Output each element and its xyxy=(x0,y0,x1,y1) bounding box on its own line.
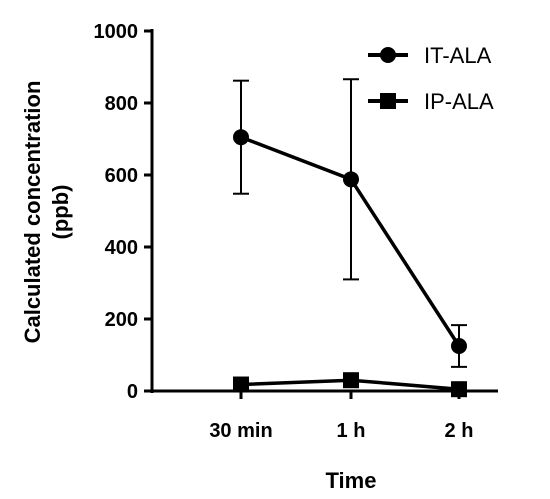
x-axis-title: Time xyxy=(326,468,377,493)
y-tick-label-600: 600 xyxy=(105,165,138,187)
x-tick-label-2-h: 2 h xyxy=(445,420,474,442)
y-tick-label-800: 800 xyxy=(105,93,138,115)
legend-marker-it-ala xyxy=(380,47,396,63)
data-point-ip-ala-0 xyxy=(233,376,249,393)
x-tick-label-30-min: 30 min xyxy=(209,420,272,442)
plot-area: 0 200 400 600 800 1000 30 min 1 h 2 h xyxy=(94,21,498,442)
data-point-ip-ala-1 xyxy=(343,372,359,389)
legend-label-it-ala: IT-ALA xyxy=(424,43,492,68)
x-tick-label-1-h: 1 h xyxy=(337,420,366,442)
legend-marker-ip-ala xyxy=(380,93,396,109)
y-tick-label-200: 200 xyxy=(105,309,138,331)
y-tick-label-400: 400 xyxy=(105,237,138,259)
y-axis-title-line-1: Calculated concentration xyxy=(20,81,45,344)
y-tick-label-1000: 1000 xyxy=(94,21,139,43)
data-point-it-ala-0 xyxy=(233,129,249,146)
legend-label-ip-ala: IP-ALA xyxy=(424,89,494,114)
data-point-it-ala-2 xyxy=(451,338,467,354)
data-point-ip-ala-2 xyxy=(451,381,467,398)
y-axis-title-line-2: (ppb) xyxy=(48,185,73,240)
data-point-it-ala-1 xyxy=(343,171,359,188)
legend: IT-ALA IP-ALA xyxy=(368,43,494,114)
y-tick-label-0: 0 xyxy=(127,381,138,403)
